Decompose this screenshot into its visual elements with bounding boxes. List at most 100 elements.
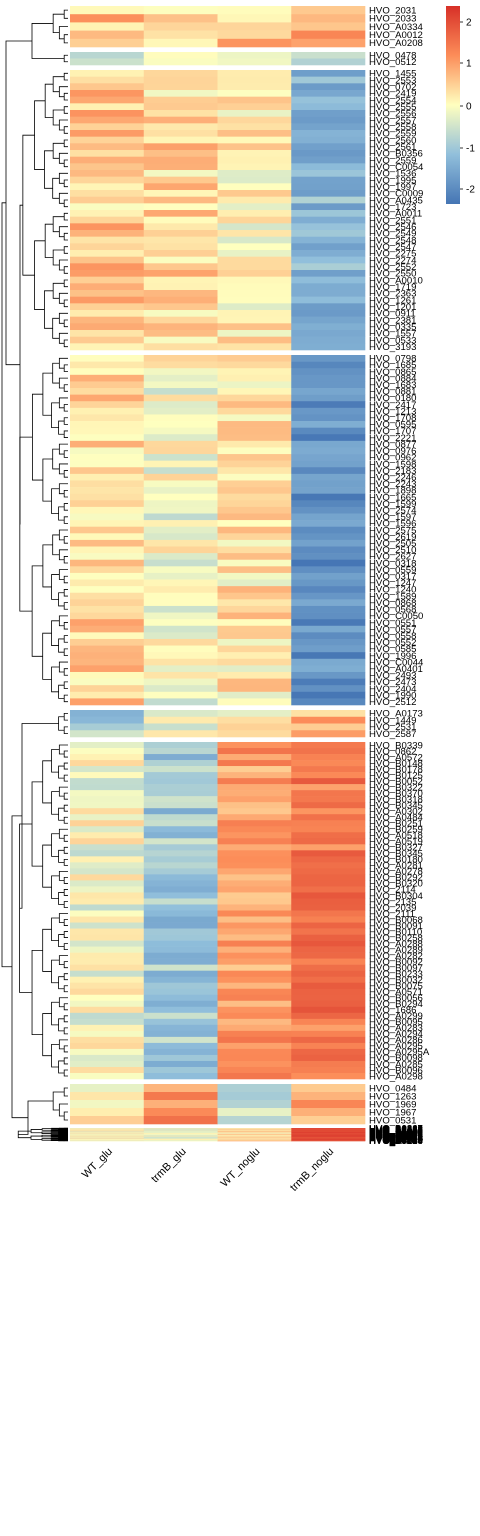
heatmap-cell bbox=[217, 1024, 292, 1032]
row-label: HVO_B0327 bbox=[369, 843, 423, 854]
heatmap-cell bbox=[143, 730, 218, 738]
heatmap-cell bbox=[143, 691, 218, 699]
heatmap-cell bbox=[217, 671, 292, 679]
heatmap-cell bbox=[143, 170, 218, 177]
row-label: HVO_0180 bbox=[369, 393, 416, 404]
heatmap-cell bbox=[143, 250, 218, 257]
row-label: HVO_A0518 bbox=[369, 831, 423, 842]
row-label: HVO_2556 bbox=[369, 109, 416, 120]
dendrogram-branch bbox=[63, 126, 68, 134]
dendrogram-branch bbox=[63, 72, 68, 81]
heatmap-cell bbox=[70, 520, 145, 527]
heatmap-cell bbox=[143, 1036, 218, 1044]
row-label: HVO_2505 bbox=[369, 539, 416, 550]
heatmap-cell bbox=[217, 832, 292, 839]
heatmap-cell bbox=[143, 414, 218, 422]
heatmap-cell bbox=[217, 934, 292, 941]
heatmap-cell bbox=[70, 368, 145, 376]
dendrogram-branch bbox=[63, 1057, 68, 1065]
heatmap-cell bbox=[70, 760, 145, 767]
dendrogram-branch bbox=[58, 463, 68, 475]
dendrogram-branch bbox=[63, 266, 68, 274]
dendrogram-branch bbox=[63, 489, 68, 498]
heatmap-cell bbox=[291, 434, 366, 442]
heatmap-cell bbox=[217, 316, 292, 324]
row-label: HVO_A0519 bbox=[369, 837, 423, 848]
heatmap-cell bbox=[143, 766, 218, 773]
dendrogram-branch bbox=[34, 240, 46, 310]
heatmap-cell bbox=[217, 513, 292, 521]
heatmap-cell bbox=[291, 934, 366, 941]
dendrogram-branch bbox=[58, 172, 68, 184]
row-label: HVO_B0318 bbox=[369, 794, 423, 805]
heatmap-cell bbox=[143, 566, 218, 574]
heatmap-cell bbox=[143, 592, 218, 600]
heatmap-cell bbox=[143, 599, 218, 607]
row-label: HVO_1708 bbox=[369, 413, 416, 424]
heatmap-cell bbox=[70, 592, 145, 600]
heatmap-cell bbox=[291, 814, 366, 821]
dendrogram-branch bbox=[63, 404, 68, 412]
dendrogram-branch bbox=[58, 684, 65, 699]
row-label: HVO_B0104 bbox=[369, 1128, 424, 1139]
heatmap-cell bbox=[291, 886, 366, 893]
heatmap-cell bbox=[217, 605, 292, 613]
heatmap-cell bbox=[143, 553, 218, 561]
heatmap-cell bbox=[143, 994, 218, 1002]
heatmap-cell bbox=[217, 754, 292, 761]
heatmap-cell bbox=[291, 210, 366, 217]
heatmap-cell bbox=[143, 480, 218, 488]
row-label: HVO_B0034 bbox=[369, 1133, 424, 1144]
row-label: HVO_A0281 bbox=[369, 861, 423, 872]
heatmap-cell bbox=[70, 183, 145, 191]
legend-tick-label: 0 bbox=[466, 102, 472, 113]
heatmap-cell bbox=[217, 196, 292, 204]
heatmap-cell bbox=[291, 401, 366, 409]
row-label: HVO_1455 bbox=[369, 69, 416, 80]
heatmap-cell bbox=[70, 1018, 145, 1026]
heatmap-cell bbox=[217, 467, 292, 475]
heatmap-cell bbox=[217, 401, 292, 409]
heatmap-cell bbox=[70, 1048, 145, 1056]
heatmap-cell bbox=[217, 130, 292, 137]
row-label: HVO_A0307 bbox=[369, 1128, 423, 1139]
heatmap-cell bbox=[70, 303, 145, 311]
heatmap-cell bbox=[143, 778, 218, 785]
heatmap-cell bbox=[70, 1084, 145, 1093]
heatmap-cell bbox=[291, 710, 366, 718]
heatmap-cell bbox=[291, 216, 366, 224]
dendrogram-branch bbox=[63, 961, 68, 969]
heatmap-cell bbox=[291, 460, 366, 468]
row-label: HVO_1997 bbox=[369, 182, 416, 193]
row-label: HVO_B0320 bbox=[369, 879, 423, 890]
row-label: HVO_B0240 bbox=[369, 1133, 423, 1144]
heatmap-cell bbox=[70, 970, 145, 977]
dendrogram-branch bbox=[63, 1069, 68, 1077]
row-label: HVO_2531 bbox=[369, 722, 416, 733]
heatmap-cell bbox=[291, 612, 366, 620]
row-label: HVO_1658 bbox=[369, 1131, 416, 1142]
heatmap-cell bbox=[291, 296, 366, 304]
heatmap-cell bbox=[70, 553, 145, 561]
dendrogram-branch bbox=[58, 377, 68, 389]
heatmap-cell bbox=[143, 243, 218, 251]
row-label: HVO_2404 bbox=[369, 684, 417, 695]
heatmap-cell bbox=[70, 952, 145, 959]
heatmap-cell bbox=[70, 658, 145, 666]
heatmap-cell bbox=[291, 892, 366, 899]
heatmap-cell bbox=[217, 572, 292, 580]
heatmap-cell bbox=[143, 388, 218, 395]
heatmap-cell bbox=[143, 760, 218, 767]
dendrogram-branch bbox=[19, 436, 33, 612]
heatmap-cell bbox=[291, 58, 366, 66]
heatmap-cell bbox=[291, 599, 366, 607]
row-label: HVO_B0125 bbox=[369, 770, 423, 781]
heatmap-cell bbox=[217, 1036, 292, 1044]
row-label: HVO_A0308 bbox=[369, 1134, 423, 1145]
row-label: HVO_1557 bbox=[369, 329, 416, 340]
heatmap-cell bbox=[143, 976, 218, 984]
heatmap-cell bbox=[143, 176, 218, 184]
heatmap-cell bbox=[291, 826, 366, 833]
heatmap-cell bbox=[217, 330, 292, 337]
